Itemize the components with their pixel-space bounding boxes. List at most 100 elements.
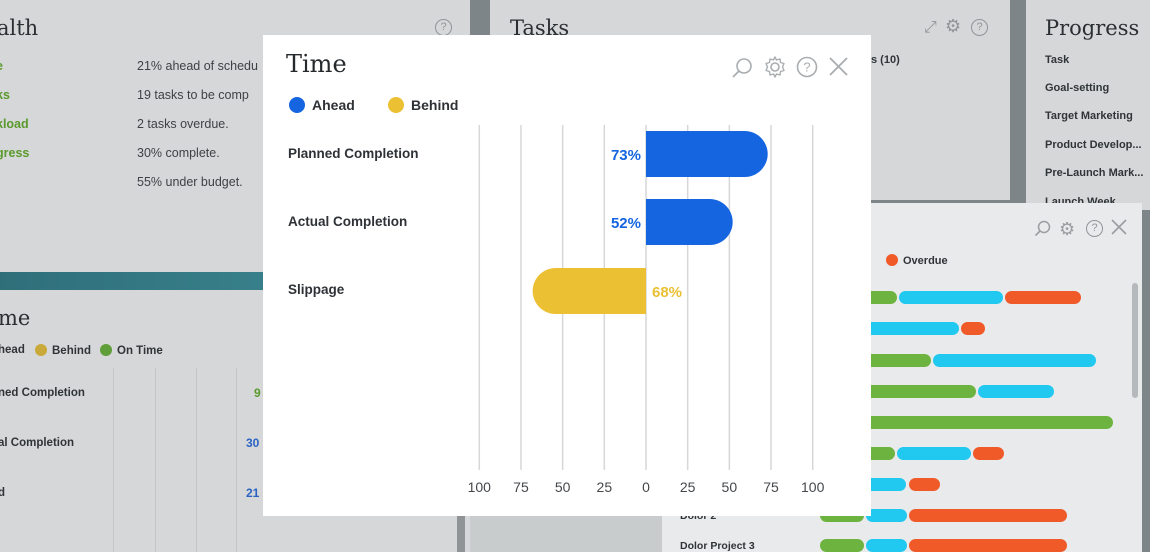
health-row-key: ks xyxy=(0,88,10,102)
row-value: 9 xyxy=(254,386,261,400)
grid-line xyxy=(196,368,197,552)
help-icon[interactable]: ? xyxy=(435,19,452,36)
legend-label: Behind xyxy=(411,97,459,113)
project-label: Dolor Project 3 xyxy=(680,540,755,552)
bar-segment xyxy=(866,509,907,522)
legend-label: Overdue xyxy=(903,255,948,267)
tick-label: 100 xyxy=(468,479,492,495)
bar-segment xyxy=(909,509,1067,522)
health-row-key: kload xyxy=(0,117,29,131)
bar-segment xyxy=(862,416,1113,429)
legend-dot xyxy=(388,97,404,113)
tick-label: 0 xyxy=(642,479,650,495)
tick-label: 75 xyxy=(763,479,779,495)
legend-behind: Behind xyxy=(388,97,458,113)
bar xyxy=(532,268,646,314)
legend-label: head xyxy=(0,344,25,356)
bar-segment xyxy=(862,385,976,398)
legend-label: Behind xyxy=(52,345,91,357)
health-row: gress 30% complete. xyxy=(0,146,470,168)
health-row: ks 19 tasks to be comp xyxy=(0,88,470,110)
legend-label: On Time xyxy=(117,345,163,357)
close-icon[interactable] xyxy=(1111,219,1127,240)
health-row-key: gress xyxy=(0,146,30,160)
row-value: 21 xyxy=(246,486,260,500)
search-icon[interactable] xyxy=(1034,220,1052,243)
legend-dot xyxy=(100,344,112,356)
tick-label: 25 xyxy=(680,479,696,495)
category-label: Planned Completion xyxy=(288,146,419,161)
legend-on-time: On Time xyxy=(100,344,163,357)
grid-line xyxy=(236,368,237,552)
bar-segment xyxy=(897,447,971,460)
bar-segment xyxy=(1005,291,1081,304)
category-label: Actual Completion xyxy=(288,214,408,229)
progress-panel: Progress Task Goal-setting Target Market… xyxy=(1026,0,1150,210)
help-icon[interactable]: ? xyxy=(971,19,988,36)
expand-icon[interactable]: ⤢ xyxy=(924,19,937,36)
bar-segment xyxy=(973,447,1004,460)
progress-item: Task xyxy=(1045,54,1070,66)
bar xyxy=(646,199,733,245)
time-modal: Time ? Ahead Behind Planned Completion A… xyxy=(263,35,871,516)
bar-segment xyxy=(961,322,985,335)
tick-label: 50 xyxy=(722,479,738,495)
help-icon[interactable]: ? xyxy=(1086,220,1103,237)
progress-item: Goal-setting xyxy=(1045,82,1110,94)
gear-icon[interactable]: ⚙ xyxy=(1059,219,1076,239)
progress-item: Target Marketing xyxy=(1045,110,1133,122)
gear-icon[interactable] xyxy=(763,55,787,84)
bar-segment xyxy=(862,354,931,367)
row-value: 30 xyxy=(246,436,260,450)
legend-dot xyxy=(289,97,305,113)
modal-title: Time xyxy=(286,50,347,78)
grid-line xyxy=(155,368,156,552)
gear-icon[interactable]: ⚙ xyxy=(945,16,962,36)
data-label: 73% xyxy=(611,147,641,164)
health-row-value: 19 tasks to be comp xyxy=(137,88,249,102)
bar-segment xyxy=(909,478,940,491)
health-row: t 55% under budget. xyxy=(0,175,470,197)
health-row-key: e xyxy=(0,59,3,73)
health-row-value: 30% complete. xyxy=(137,146,220,160)
bar-segment xyxy=(820,539,864,552)
legend-ahead: Ahead xyxy=(289,97,355,113)
category-label: Slippage xyxy=(288,282,345,297)
health-row: e 21% ahead of schedu xyxy=(0,59,470,81)
bar-segment xyxy=(933,354,1096,367)
bar-segment xyxy=(866,539,907,552)
scrollbar[interactable] xyxy=(1132,283,1138,398)
bar xyxy=(646,131,768,177)
data-label: 52% xyxy=(611,215,641,232)
health-row: kload 2 tasks overdue. xyxy=(0,117,470,139)
health-row-value: 2 tasks overdue. xyxy=(137,117,229,131)
help-icon[interactable]: ? xyxy=(796,56,818,83)
legend-behind: Behind xyxy=(35,344,91,357)
tick-label: 75 xyxy=(513,479,529,495)
progress-title: Progress xyxy=(1045,16,1140,40)
bar-segment xyxy=(899,291,1003,304)
tick-label: 100 xyxy=(801,479,825,495)
tasks-fragment: s (10) xyxy=(871,54,900,66)
tick-label: 50 xyxy=(555,479,571,495)
health-row-value: 21% ahead of schedu xyxy=(137,59,258,73)
svg-text:?: ? xyxy=(803,60,810,75)
row-label: d xyxy=(0,487,6,499)
progress-item: Product Develop... xyxy=(1045,139,1142,151)
legend-dot xyxy=(886,254,898,266)
legend-dot xyxy=(35,344,47,356)
bar-segment xyxy=(862,322,959,335)
legend-ahead: head xyxy=(0,344,25,356)
search-icon[interactable] xyxy=(731,57,753,84)
close-icon[interactable] xyxy=(829,57,848,81)
bar-segment xyxy=(862,478,906,491)
progress-item: Pre-Launch Mark... xyxy=(1045,167,1144,179)
legend-label: Ahead xyxy=(312,97,355,113)
bar-segment xyxy=(978,385,1054,398)
health-title: alth xyxy=(0,16,39,40)
grid-line xyxy=(113,368,114,552)
health-row-value: 55% under budget. xyxy=(137,175,243,189)
row-label: al Completion xyxy=(0,437,75,449)
row-label: ned Completion xyxy=(0,387,85,399)
scrollbar[interactable] xyxy=(457,515,465,552)
